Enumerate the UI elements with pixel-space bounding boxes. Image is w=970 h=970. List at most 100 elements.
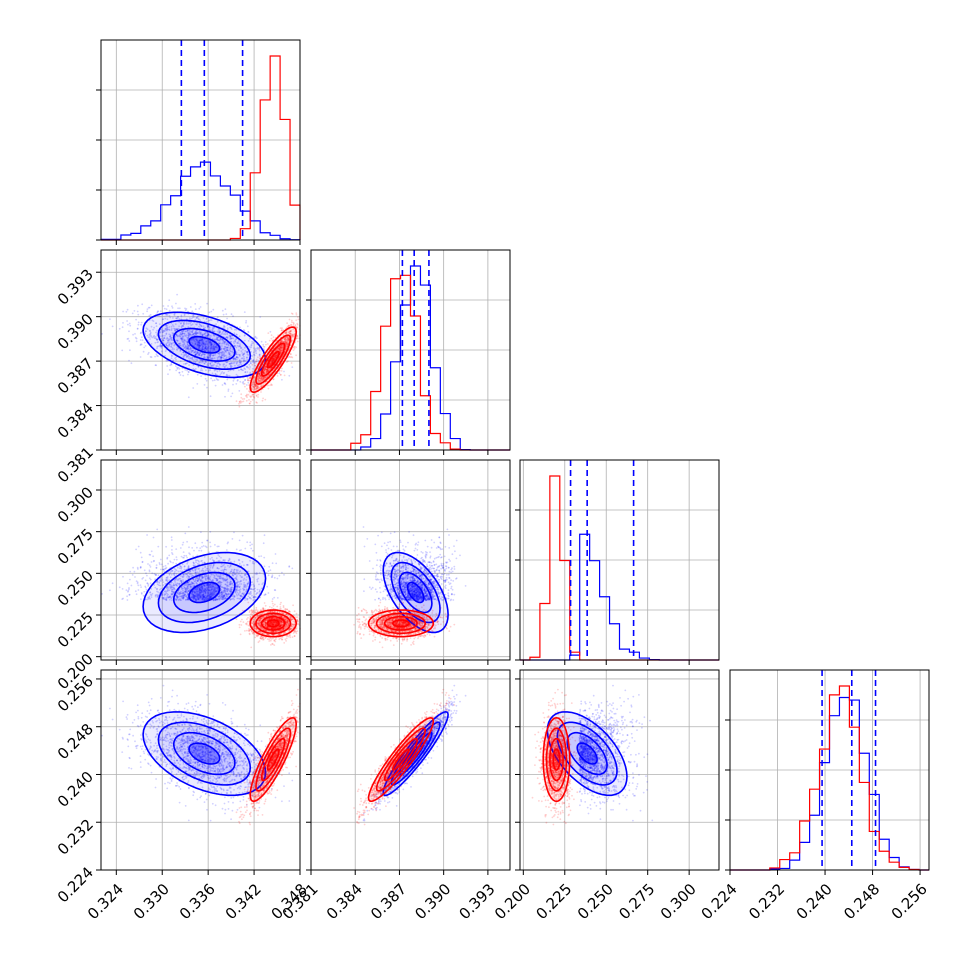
sample-point [126, 589, 128, 591]
sample-point [244, 386, 246, 388]
sample-point [168, 555, 170, 557]
sample-point [172, 307, 174, 309]
sample-point [171, 545, 173, 547]
sample-point [249, 380, 251, 382]
sample-point [247, 378, 249, 380]
sample-point [184, 533, 186, 535]
sample-point [291, 313, 293, 315]
sample-point [151, 356, 153, 358]
sample-point [198, 550, 200, 552]
sample-point [297, 316, 299, 318]
sample-point [192, 387, 194, 389]
sample-point [161, 564, 163, 566]
sample-point [135, 549, 137, 551]
sample-point [237, 379, 239, 381]
histogram-series-0 [101, 162, 300, 240]
sample-point [281, 368, 283, 370]
sample-point [291, 320, 293, 322]
sample-point [262, 398, 264, 400]
sample-point [255, 401, 257, 403]
sample-point [140, 333, 142, 335]
sample-point [290, 354, 292, 356]
sample-point [268, 388, 270, 390]
sample-point [128, 360, 130, 362]
sample-point [143, 351, 145, 353]
sample-point [280, 374, 282, 376]
sample-point [188, 371, 190, 373]
sample-point [148, 352, 150, 354]
sample-point [271, 338, 273, 340]
sample-point [145, 572, 147, 574]
sample-point [248, 331, 250, 333]
sample-point [266, 586, 268, 588]
sample-point [144, 342, 146, 344]
sample-point [140, 586, 142, 588]
sample-point [144, 569, 146, 571]
sample-point [222, 384, 224, 386]
sample-point [146, 310, 148, 312]
sample-point [296, 327, 298, 329]
sample-point [224, 382, 226, 384]
sample-point [215, 385, 217, 387]
sample-point [270, 569, 272, 571]
sample-point [224, 396, 226, 398]
sample-point [137, 568, 139, 570]
sample-point [136, 340, 138, 342]
sample-point [291, 568, 293, 570]
sample-point [141, 303, 143, 305]
sample-point [145, 580, 147, 582]
sample-point [264, 534, 266, 536]
sample-point [136, 593, 138, 595]
sample-point [270, 383, 272, 385]
sample-point [141, 344, 143, 346]
sample-point [246, 384, 248, 386]
histogram-series-1 [311, 275, 510, 450]
sample-point [281, 330, 283, 332]
sample-point [146, 589, 148, 591]
sample-point [297, 341, 299, 343]
sample-point [265, 341, 267, 343]
sample-point [286, 322, 288, 324]
sample-point [179, 372, 181, 374]
sample-point [129, 323, 131, 325]
sample-point [243, 398, 245, 400]
sample-point [137, 311, 139, 313]
sample-point [163, 305, 165, 307]
sample-point [293, 349, 295, 351]
sample-point [293, 322, 295, 324]
sample-point [291, 356, 293, 358]
panel-0-0 [96, 40, 300, 245]
sample-point [140, 356, 142, 358]
sample-point [284, 375, 286, 377]
sample-point [239, 550, 241, 552]
sample-point [179, 307, 181, 309]
sample-point [160, 310, 162, 312]
sample-point [273, 597, 275, 599]
sample-point [151, 572, 153, 574]
sample-point [171, 536, 173, 538]
sample-point [189, 553, 191, 555]
sample-point [232, 393, 234, 395]
sample-point [260, 555, 262, 557]
sample-point [169, 310, 171, 312]
sample-point [200, 306, 202, 308]
sample-point [122, 311, 124, 313]
sample-point [165, 360, 167, 362]
sample-point [149, 315, 151, 317]
sample-point [200, 531, 202, 533]
sample-point [206, 303, 208, 305]
sample-point [295, 354, 297, 356]
sample-point [135, 319, 137, 321]
sample-point [295, 324, 297, 326]
sample-point [131, 362, 133, 364]
sample-point [154, 356, 156, 358]
sample-point [182, 375, 184, 377]
sample-point [244, 379, 246, 381]
sample-point [295, 312, 297, 314]
panel-2-0 [96, 460, 301, 665]
sample-point [132, 334, 134, 336]
sample-point [140, 552, 142, 554]
sample-point [230, 396, 232, 398]
sample-point [143, 591, 145, 593]
sample-point [259, 316, 261, 318]
